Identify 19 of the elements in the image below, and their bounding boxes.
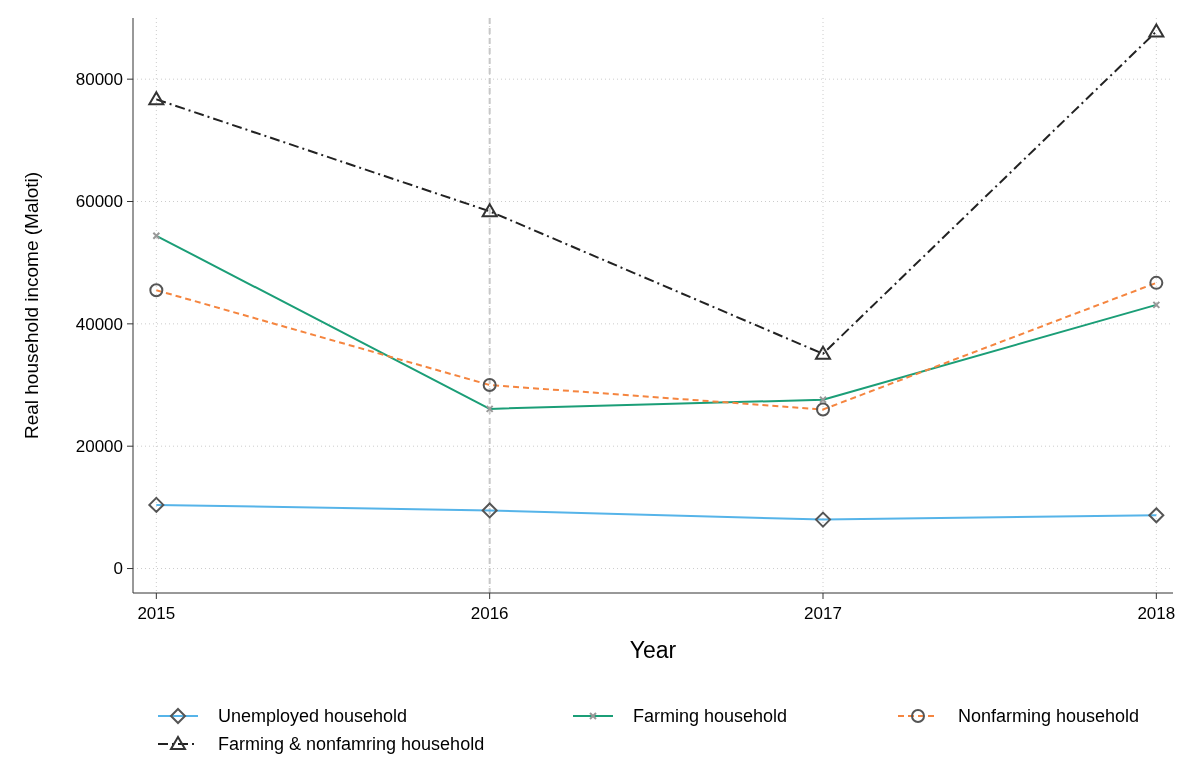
point bbox=[481, 203, 498, 218]
y-axis-title: Real household income (Maloti) bbox=[21, 171, 42, 440]
y-tick-label: 40000 bbox=[75, 314, 123, 334]
x-axis-title: Year bbox=[629, 637, 677, 663]
legend-label: Nonfarming household bbox=[958, 706, 1140, 727]
x-tick-label: 2015 bbox=[137, 604, 176, 623]
point bbox=[1148, 23, 1165, 38]
x-tick-label: 2016 bbox=[470, 604, 509, 623]
point bbox=[148, 91, 165, 106]
x-tick-label: 2017 bbox=[804, 604, 842, 623]
y-tick-label: 0 bbox=[113, 559, 123, 579]
y-tick-label: 80000 bbox=[75, 70, 123, 90]
x-tick-label: 2018 bbox=[1137, 604, 1176, 623]
y-tick-label: 20000 bbox=[75, 437, 123, 457]
point bbox=[815, 345, 831, 360]
legend-label: Unemployed household bbox=[218, 706, 408, 727]
legend-label: Farming household bbox=[633, 706, 788, 727]
y-tick-label: 60000 bbox=[75, 192, 123, 212]
legend-label: Farming & nonfamring household bbox=[218, 734, 485, 755]
